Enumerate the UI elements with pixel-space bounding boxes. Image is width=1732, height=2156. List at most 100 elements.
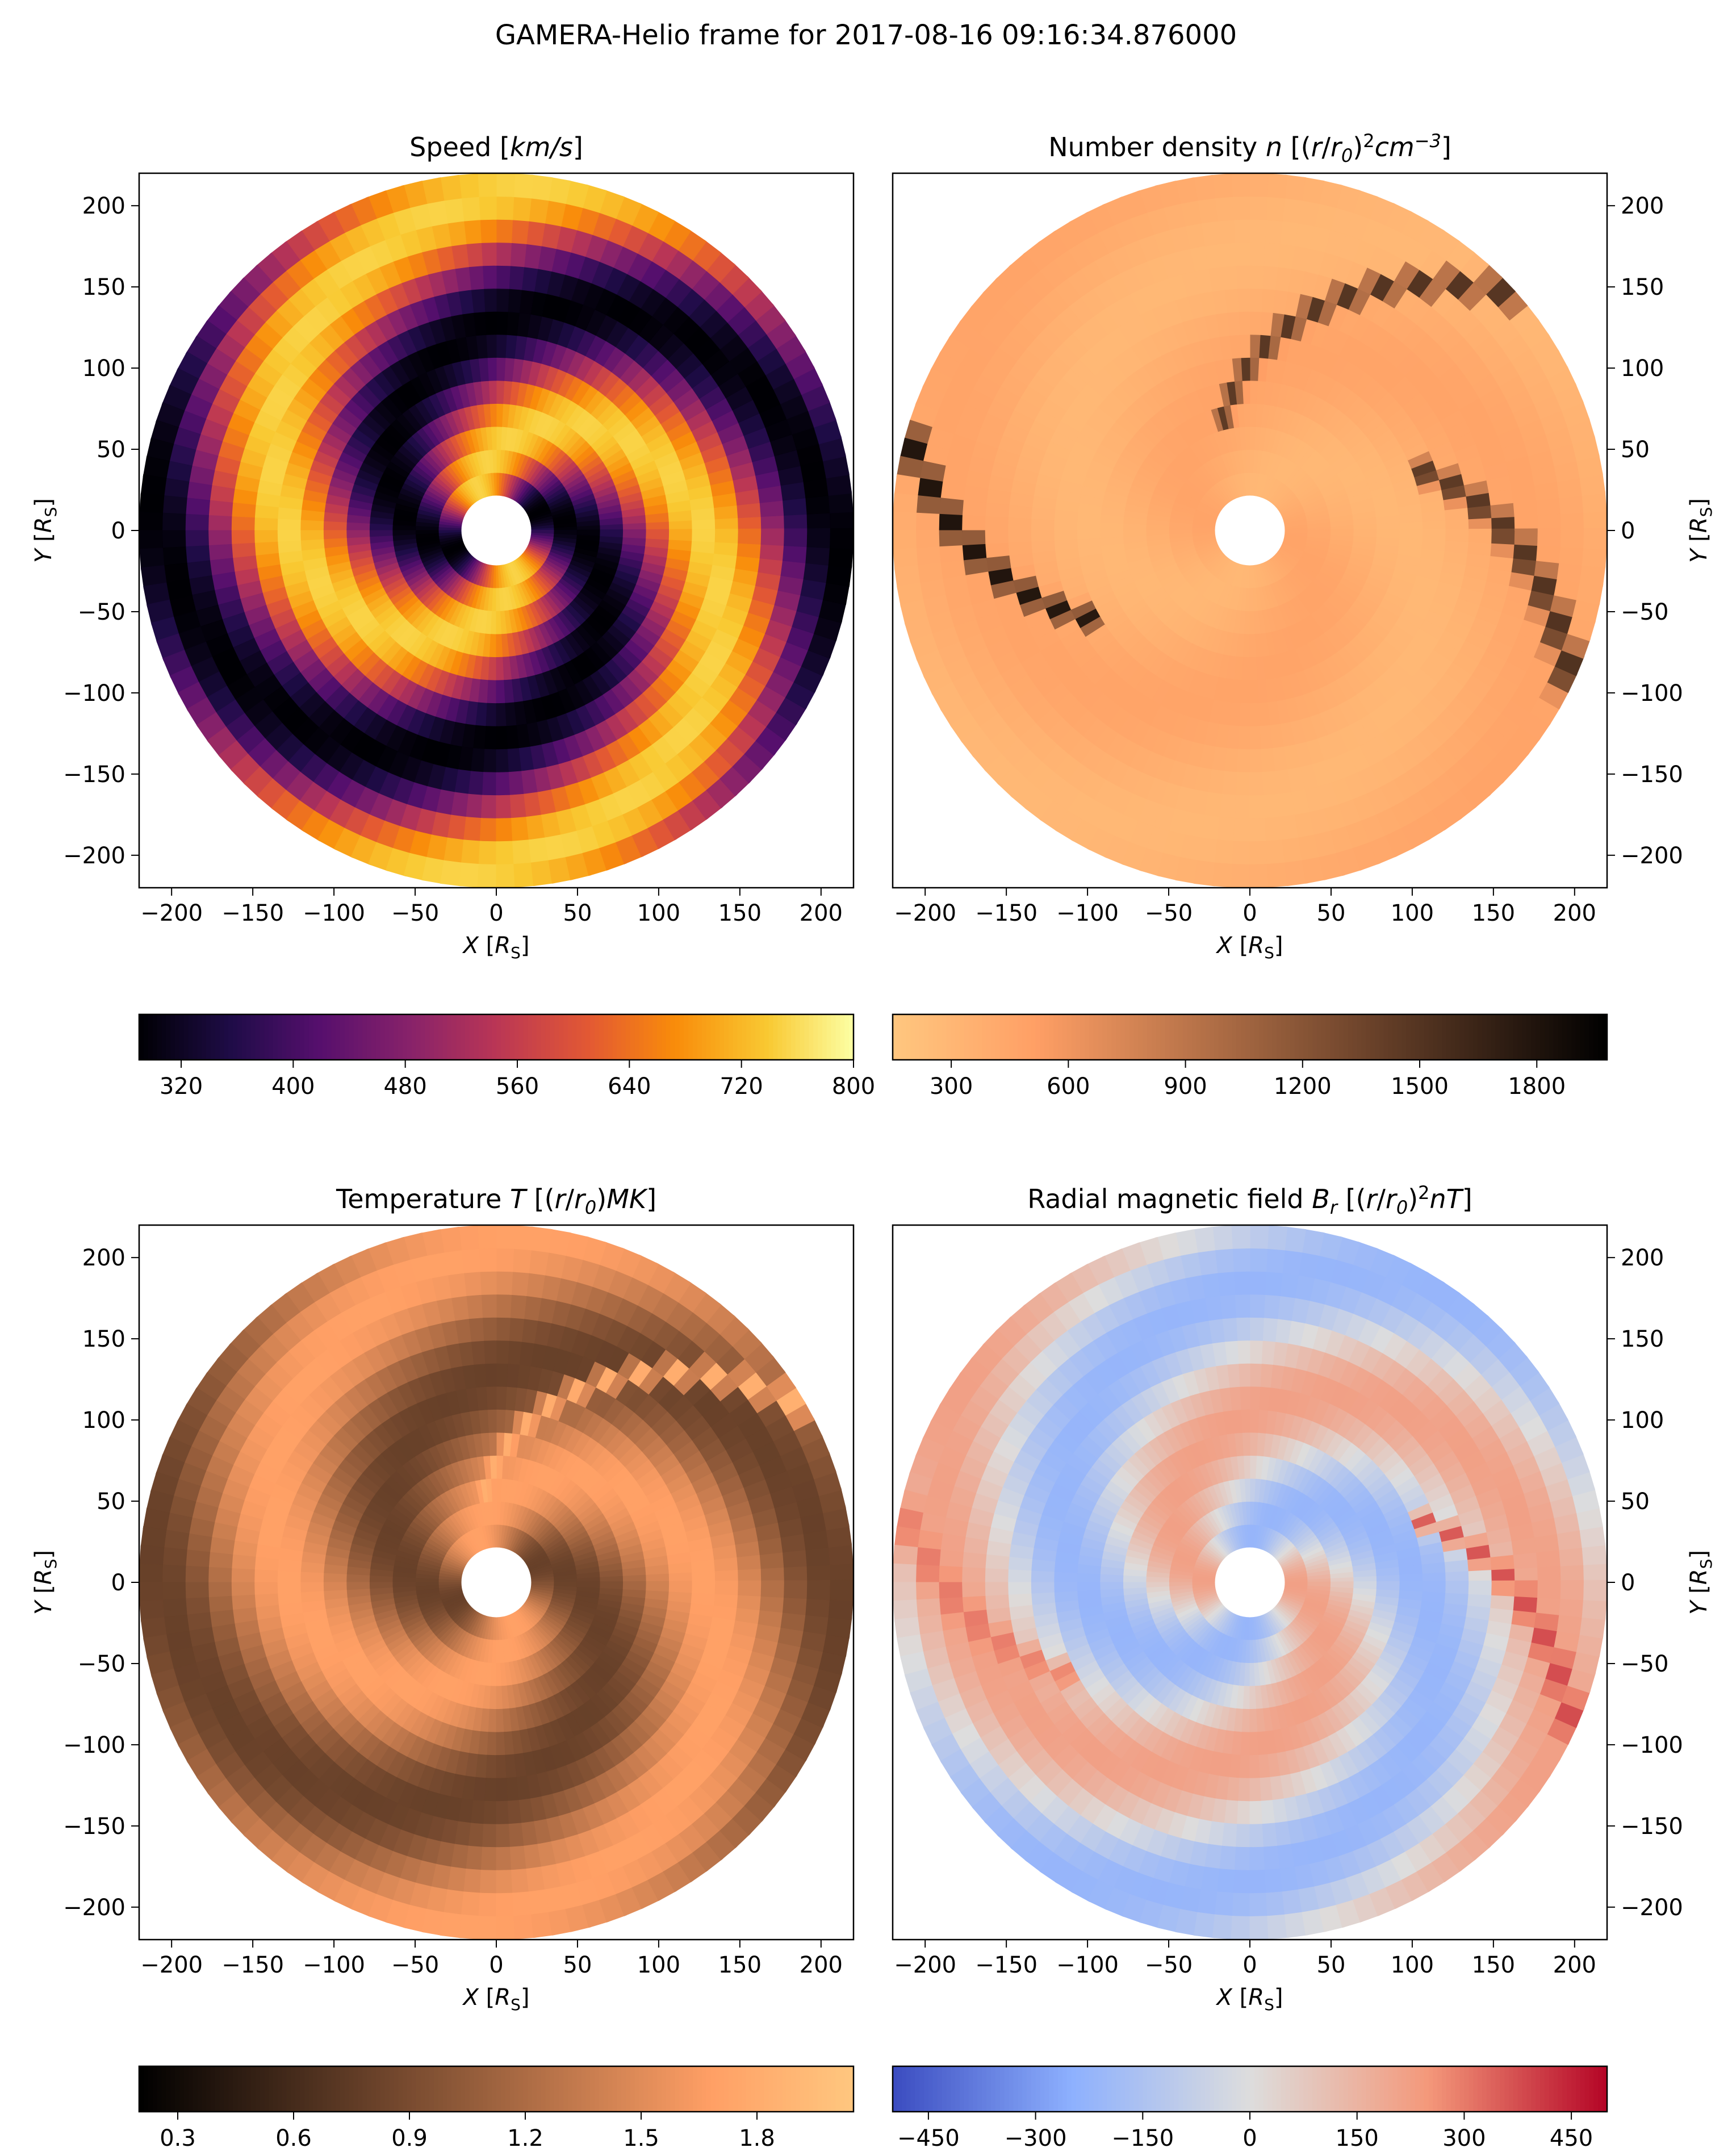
x-tick-label: 200 <box>1553 900 1596 926</box>
colorbar-segment <box>1303 1014 1309 1060</box>
colorbar-segment <box>986 1014 991 1060</box>
y-tick-label: 0 <box>111 518 125 544</box>
colorbar-segment <box>1035 1014 1041 1060</box>
colorbar-segment <box>1026 1014 1032 1060</box>
colorbar-segment <box>380 1014 386 1060</box>
heatmap-cell <box>346 522 370 532</box>
heatmap-cell <box>494 1340 509 1364</box>
colorbar-segment <box>416 1014 421 1060</box>
colorbar-segment <box>286 1014 292 1060</box>
colorbar-segment <box>295 1014 300 1060</box>
colorbar-segment <box>782 1014 787 1060</box>
colorbar-segment <box>550 1014 555 1060</box>
heatmap-cell <box>346 1574 370 1584</box>
colorbar-segment <box>621 1014 626 1060</box>
colorbar-segment <box>928 1014 934 1060</box>
y-tick-label: 200 <box>1621 193 1664 219</box>
heatmap-cell <box>277 1570 301 1584</box>
y-tick-label: −200 <box>1621 843 1683 869</box>
colorbar-segment <box>666 1014 671 1060</box>
colorbar-segment <box>1294 1014 1300 1060</box>
colorbar-segment <box>585 1014 591 1060</box>
colorbar-tick-label: 600 <box>1047 1073 1090 1100</box>
colorbar-segment <box>1200 1014 1206 1060</box>
colorbar-segment <box>1022 1014 1027 1060</box>
heatmap-cell <box>1248 242 1266 266</box>
colorbar-segment <box>1236 1014 1242 1060</box>
colorbar-segment <box>170 1014 175 1060</box>
colorbar-segment <box>1562 1014 1568 1060</box>
heatmap-cell <box>392 1576 416 1583</box>
heatmap-cell <box>760 528 785 546</box>
heatmap-cell <box>486 1754 498 1779</box>
y-tick-label: −150 <box>1621 762 1683 788</box>
colorbar-segment <box>1571 1014 1576 1060</box>
heatmap-cell <box>830 528 854 550</box>
heatmap-cell <box>1099 522 1124 532</box>
colorbar-segment <box>800 1014 805 1060</box>
colorbar-segment <box>469 1014 475 1060</box>
x-tick-label: 100 <box>1391 900 1434 926</box>
colorbar-segment <box>706 1014 712 1060</box>
colorbar-segment <box>648 1014 653 1060</box>
heatmap-cell <box>1248 357 1260 381</box>
colorbar-segment <box>394 1014 399 1060</box>
colorbar-segment <box>500 1014 506 1060</box>
colorbar-segment <box>999 1014 1005 1060</box>
heatmap-cell <box>1399 529 1424 540</box>
colorbar-segment <box>982 1014 987 1060</box>
colorbar-segment <box>608 1014 613 1060</box>
colorbar-segment <box>532 1014 537 1060</box>
colorbar-segment <box>594 1014 600 1060</box>
heatmap-cell <box>495 403 504 427</box>
colorbar-segment <box>447 1014 453 1060</box>
colorbar-tick-label: 1200 <box>1274 1073 1332 1100</box>
heatmap-cell <box>1241 657 1252 681</box>
colorbar-segment <box>1495 1014 1501 1060</box>
colorbar-segment <box>764 1014 769 1060</box>
colorbar-segment <box>518 1014 524 1060</box>
colorbar-segment <box>1160 1014 1166 1060</box>
heatmap-cell <box>1248 334 1261 358</box>
colorbar-segment <box>478 1014 484 1060</box>
colorbar-segment <box>1187 1014 1193 1060</box>
colorbar-segment <box>733 1014 738 1060</box>
colorbar-segment <box>1223 1014 1228 1060</box>
colorbar-segment <box>581 1014 587 1060</box>
colorbar-segment <box>420 1014 425 1060</box>
colorbar-tick-label: 560 <box>496 1073 539 1100</box>
colorbar-segment <box>362 1014 367 1060</box>
colorbar-segment <box>1325 1014 1331 1060</box>
colorbar-segment <box>344 1014 350 1060</box>
colorbar-segment <box>237 1014 242 1060</box>
colorbar-segment <box>759 1014 765 1060</box>
heatmap-cell <box>1248 288 1263 312</box>
colorbar-tick-label: 900 <box>1164 1073 1207 1100</box>
colorbar-segment <box>335 1014 341 1060</box>
colorbar-segment <box>509 1014 515 1060</box>
colorbar-segment <box>630 1014 635 1060</box>
heatmap-cell <box>486 703 498 727</box>
colorbar-segment <box>639 1014 645 1060</box>
x-tick-label: −150 <box>975 900 1037 926</box>
heatmap-cell <box>1232 841 1253 866</box>
heatmap-cell <box>1239 703 1252 727</box>
colorbar-segment <box>291 1014 296 1060</box>
heatmap-cell <box>1030 519 1055 532</box>
heatmap-cell <box>1237 749 1252 773</box>
heatmap-cell <box>1330 529 1354 537</box>
heatmap-cell <box>490 1662 497 1687</box>
colorbar-segment <box>1509 1014 1514 1060</box>
colorbar-segment <box>411 1014 417 1060</box>
colorbar-segment <box>317 1014 323 1060</box>
figure-title: GAMERA-Helio frame for 2017-08-16 09:16:… <box>495 19 1237 51</box>
colorbar-segment <box>1040 1014 1045 1060</box>
colorbar-segment <box>1593 1014 1599 1060</box>
y-tick-label: −150 <box>63 762 125 788</box>
colorbar-segment <box>1567 1014 1572 1060</box>
colorbar-segment <box>371 1014 376 1060</box>
colorbar-segment <box>300 1014 305 1060</box>
colorbar-segment <box>1540 1014 1545 1060</box>
heatmap-cell <box>254 1569 278 1585</box>
